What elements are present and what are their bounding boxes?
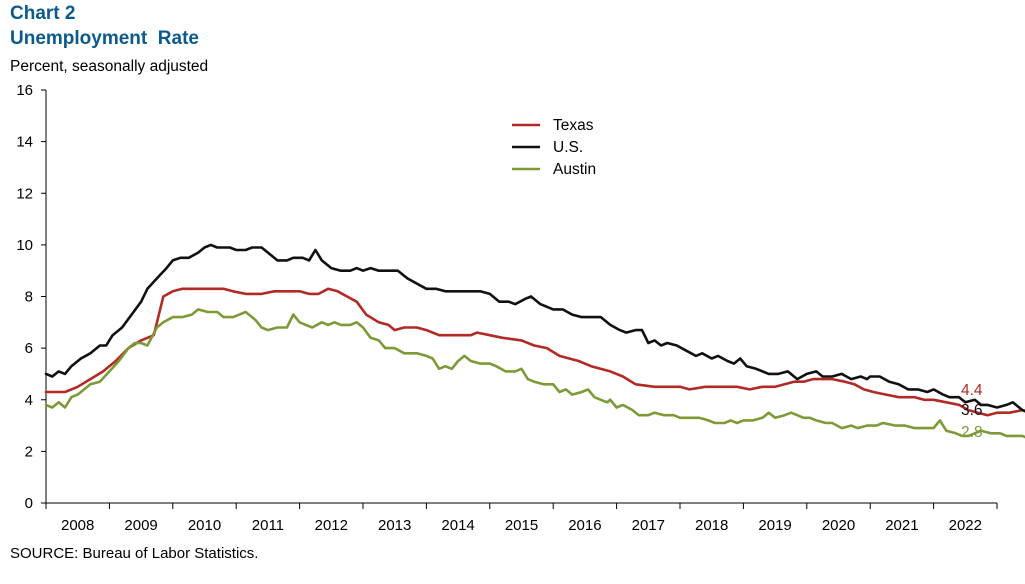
y-tick-label: 12 (16, 185, 33, 202)
x-tick-label: 2015 (505, 517, 538, 534)
x-tick-label: 2020 (822, 517, 855, 534)
legend-label: Austin (553, 161, 596, 178)
axes: 0 2 4 6 8 10 12 14 16 2008 2009 2010 2011 2012 2013 201… (16, 82, 998, 534)
x-tick-label: 2011 (252, 517, 284, 534)
x-tick-label: 2016 (568, 517, 601, 534)
x-tick-label: 2022 (949, 517, 982, 534)
y-tick-label: 4 (25, 392, 33, 409)
y-tick-label: 10 (16, 237, 33, 254)
legend-label: U.S. (553, 139, 583, 156)
legend: Texas U.S. Austin (512, 117, 596, 178)
y-tick-label: 0 (25, 495, 33, 512)
end-label: 2.8 (961, 424, 983, 441)
series-line-texas (44, 287, 1025, 417)
x-tick-label: 2019 (758, 517, 791, 534)
x-tick-label: 2010 (188, 517, 221, 534)
y-tick-label: 14 (16, 134, 33, 151)
chart-number: Chart 2 (10, 3, 76, 24)
chart-title: Unemployment Rate (10, 28, 199, 49)
legend-label: Texas (553, 117, 594, 134)
x-tick-label: 2013 (378, 517, 411, 534)
source-note: SOURCE: Bureau of Labor Statistics. (10, 545, 259, 562)
x-tick-label: 2014 (441, 517, 474, 534)
y-tick-label: 8 (25, 289, 33, 306)
series-line-us (44, 243, 1025, 413)
x-tick-label: 2009 (124, 517, 157, 534)
x-tick-label: 2017 (632, 517, 665, 534)
y-tick-label: 2 (25, 443, 33, 460)
end-label: 3.6 (961, 402, 983, 419)
x-tick-label: 2018 (695, 517, 728, 534)
x-tick-label: 2012 (315, 517, 348, 534)
y-tick-label: 6 (25, 340, 33, 357)
y-tick-label: 16 (16, 82, 33, 99)
x-tick-label: 2008 (61, 517, 94, 534)
y-axis-label: Percent, seasonally adjusted (10, 58, 209, 75)
end-labels: 4.4 3.6 2.8 (961, 382, 983, 441)
x-tick-label: 2021 (885, 517, 918, 534)
series-lines (44, 243, 1025, 439)
series-line-austin (44, 308, 1025, 439)
end-label: 4.4 (961, 382, 983, 399)
